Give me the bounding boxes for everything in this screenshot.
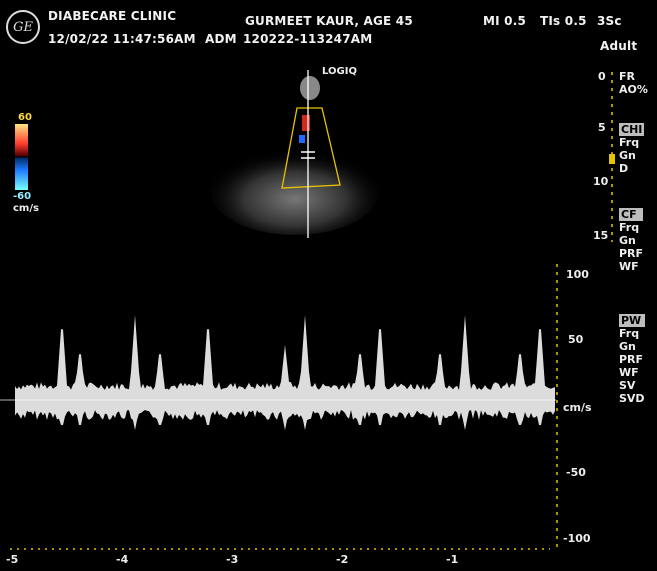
param-pw-gn[interactable]: Gn: [619, 340, 636, 353]
mi-value: MI 0.5: [483, 14, 527, 28]
time-label-neg1: -1: [446, 553, 459, 566]
right-panel-group4: PW Frq Gn PRF WF SV SVD: [619, 314, 645, 405]
patient-info: GURMEET KAUR, AGE 45: [245, 14, 413, 28]
param-cf-gn[interactable]: Gn: [619, 234, 636, 247]
param-cf-wf[interactable]: WF: [619, 260, 639, 273]
param-fr[interactable]: FR: [619, 70, 635, 83]
color-box: [281, 107, 341, 189]
param-cf-prf[interactable]: PRF: [619, 247, 644, 260]
velocity-label-neg100: -100: [563, 532, 591, 545]
sector-image: [210, 70, 380, 238]
ge-logo-icon: GE: [6, 10, 40, 44]
param-chi-gn[interactable]: Gn: [619, 149, 636, 162]
param-pw[interactable]: PW: [619, 314, 645, 327]
param-chi[interactable]: CHI: [619, 123, 645, 136]
adm-label: ADM: [205, 32, 237, 46]
exam-id: 120222-113247AM: [243, 32, 373, 46]
depth-label-5: 5: [598, 121, 606, 134]
param-pw-prf[interactable]: PRF: [619, 353, 644, 366]
color-flow-red: [302, 115, 310, 131]
probe-apex-echo: [300, 76, 320, 100]
color-flow-blue: [299, 135, 305, 143]
time-label-neg3: -3: [226, 553, 239, 566]
doppler-waveform: [15, 315, 555, 430]
param-pw-frq[interactable]: Frq: [619, 327, 640, 340]
param-cf[interactable]: CF: [619, 208, 644, 221]
velocity-label-100: 100: [566, 268, 589, 281]
probe-mark: LOGIQ: [322, 66, 357, 77]
time-label-neg5: -5: [6, 553, 19, 566]
param-pw-svd[interactable]: SVD: [619, 392, 645, 405]
exam-datetime: 12/02/22 11:47:56AM: [48, 32, 196, 46]
tissue-echo: [210, 145, 380, 235]
doppler-spectrum: [0, 315, 556, 430]
depth-label-0: 0: [598, 70, 606, 83]
color-scale-unit: cm/s: [13, 203, 39, 214]
tis-value: TIs 0.5: [540, 14, 587, 28]
velocity-label-50: 50: [568, 333, 584, 346]
color-scale-bar: [15, 124, 28, 190]
time-label-neg4: -4: [116, 553, 129, 566]
clinic-name: DIABECARE CLINIC: [48, 9, 177, 23]
param-pw-sv[interactable]: SV: [619, 379, 636, 392]
right-panel-group1: FR AO%: [619, 70, 648, 96]
ge-logo-text: GE: [13, 19, 33, 35]
time-axis: [10, 548, 550, 550]
probe-name: 3Sc: [597, 14, 622, 28]
depth-label-10: 10: [593, 175, 609, 188]
color-scale-top: 60: [18, 112, 32, 123]
param-pw-wf[interactable]: WF: [619, 366, 639, 379]
color-scale-bottom: -60: [13, 191, 32, 202]
right-panel-group2: CHI Frq Gn D: [619, 123, 645, 175]
velocity-scale: [556, 264, 558, 548]
param-ao[interactable]: AO%: [619, 83, 648, 96]
right-panel-group3: CF Frq Gn PRF WF: [619, 208, 644, 273]
velocity-unit: cm/s: [563, 401, 592, 414]
param-cf-frq[interactable]: Frq: [619, 221, 640, 234]
param-chi-frq[interactable]: Frq: [619, 136, 640, 149]
depth-label-15: 15: [593, 229, 609, 242]
param-chi-d[interactable]: D: [619, 162, 629, 175]
preset-name: Adult: [600, 39, 638, 53]
focus-marker[interactable]: [609, 154, 615, 164]
velocity-label-neg50: -50: [566, 466, 586, 479]
time-label-neg2: -2: [336, 553, 349, 566]
